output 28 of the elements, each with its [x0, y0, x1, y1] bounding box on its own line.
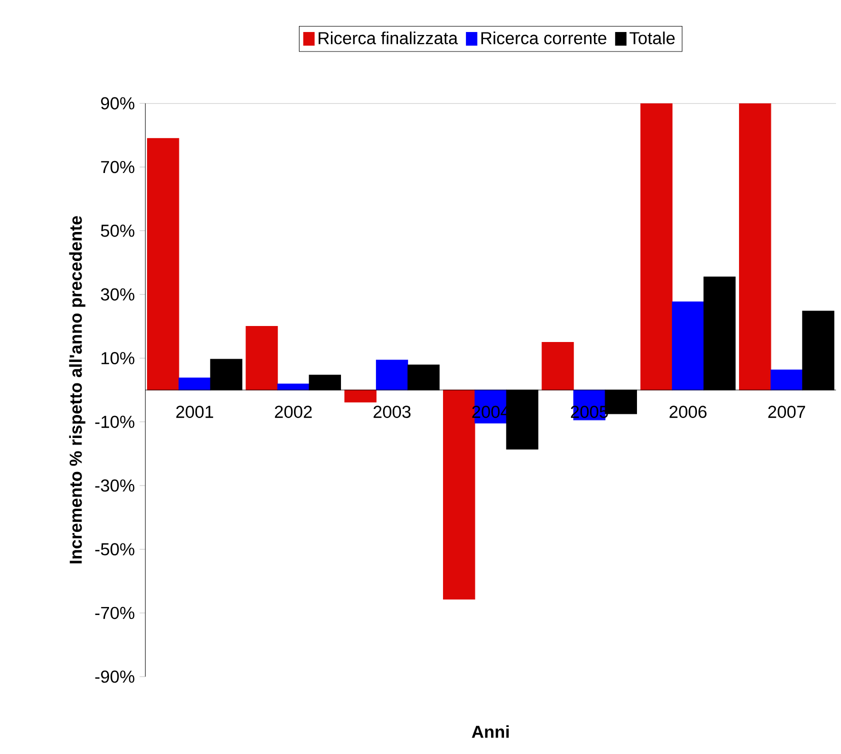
x-tick-label: 2002	[274, 406, 312, 418]
x-tick-label: 2007	[768, 406, 806, 418]
bar	[277, 384, 310, 390]
y-tick-label: -70%	[95, 606, 134, 620]
legend-label: Ricerca corrente	[481, 32, 606, 44]
x-tick-label: 2001	[176, 406, 214, 418]
bar	[178, 378, 211, 390]
y-axis-title: Incremento % rispetto all'anno precedente	[69, 216, 86, 564]
y-tick-label: 90%	[101, 97, 134, 110]
y-tick-label: 30%	[100, 288, 134, 301]
legend-label: Ricerca finalizzata	[318, 32, 458, 44]
x-tick-label: 2003	[374, 406, 411, 418]
bar	[770, 370, 803, 390]
x-tick-label: 2006	[670, 406, 707, 418]
x-axis-title: Anni	[472, 725, 509, 738]
legend-label: Totale	[630, 32, 675, 44]
y-tick-label: -90%	[95, 670, 134, 683]
bar	[542, 342, 574, 390]
bar	[376, 360, 408, 390]
y-tick-label: -10%	[95, 416, 134, 428]
y-tick-label: -50%	[95, 543, 134, 556]
y-tick-label: 10%	[102, 352, 134, 364]
bar	[672, 301, 704, 390]
y-tick-label: 70%	[101, 160, 134, 174]
y-tick-label: 50%	[100, 224, 134, 237]
bar	[246, 326, 278, 390]
bar	[344, 390, 376, 402]
y-tick-label: -30%	[95, 479, 134, 492]
